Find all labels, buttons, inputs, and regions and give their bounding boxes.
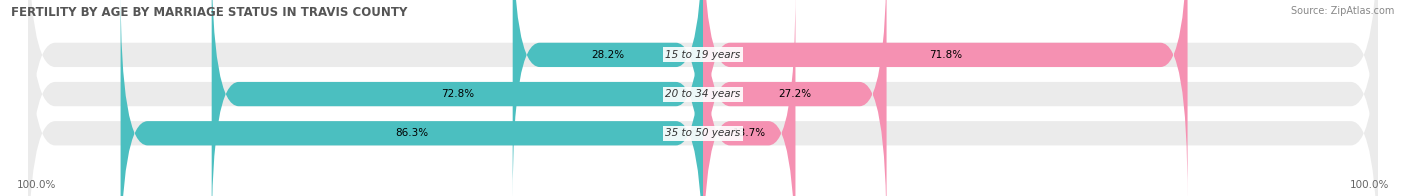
Text: 71.8%: 71.8% — [929, 50, 962, 60]
Text: 86.3%: 86.3% — [395, 128, 429, 138]
Text: 72.8%: 72.8% — [441, 89, 474, 99]
Text: FERTILITY BY AGE BY MARRIAGE STATUS IN TRAVIS COUNTY: FERTILITY BY AGE BY MARRIAGE STATUS IN T… — [11, 6, 408, 19]
Text: 100.0%: 100.0% — [17, 180, 56, 190]
Text: Source: ZipAtlas.com: Source: ZipAtlas.com — [1291, 6, 1395, 16]
FancyBboxPatch shape — [703, 0, 887, 196]
Text: 27.2%: 27.2% — [779, 89, 811, 99]
FancyBboxPatch shape — [212, 0, 703, 196]
FancyBboxPatch shape — [28, 0, 1378, 196]
Text: 100.0%: 100.0% — [1350, 180, 1389, 190]
Text: 28.2%: 28.2% — [592, 50, 624, 60]
FancyBboxPatch shape — [28, 0, 1378, 196]
Text: 13.7%: 13.7% — [733, 128, 766, 138]
Text: 20 to 34 years: 20 to 34 years — [665, 89, 741, 99]
FancyBboxPatch shape — [28, 0, 1378, 196]
Text: 15 to 19 years: 15 to 19 years — [665, 50, 741, 60]
FancyBboxPatch shape — [121, 0, 703, 196]
FancyBboxPatch shape — [703, 0, 796, 196]
Text: 35 to 50 years: 35 to 50 years — [665, 128, 741, 138]
FancyBboxPatch shape — [513, 0, 703, 196]
FancyBboxPatch shape — [703, 0, 1188, 196]
